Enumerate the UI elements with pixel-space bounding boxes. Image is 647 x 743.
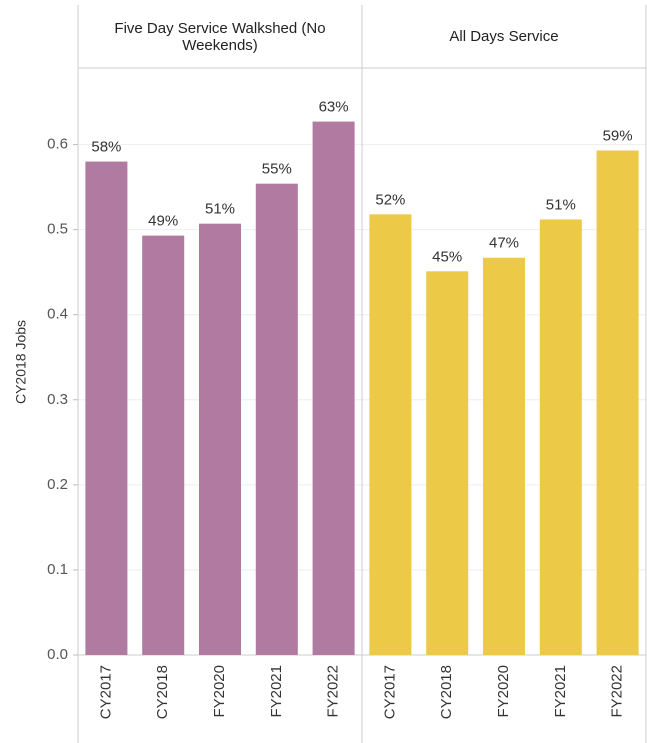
x-tick-label: CY2018 (154, 665, 171, 719)
bar (596, 150, 639, 655)
value-label: 49% (148, 213, 178, 230)
y-axis-label: CY2018 Jobs (13, 320, 29, 404)
value-label: 47% (489, 235, 519, 252)
facet-title: All Days Service (449, 28, 559, 45)
bar (198, 223, 242, 655)
y-tick-label: 0.2 (47, 476, 68, 493)
bar (142, 235, 185, 655)
bar (369, 214, 412, 655)
value-label: 51% (205, 201, 235, 218)
y-tick-label: 0.3 (47, 391, 68, 408)
x-tick-label: FY2020 (495, 665, 512, 718)
x-tick-label: CY2017 (381, 665, 398, 719)
x-tick-label: CY2018 (438, 665, 455, 719)
value-label: 58% (91, 139, 121, 156)
y-tick-label: 0.4 (47, 306, 68, 323)
facet-title: Five Day Service Walkshed (No Weekends) (114, 19, 326, 54)
y-tick-label: 0.1 (47, 561, 68, 578)
x-tick-label: CY2017 (97, 665, 114, 719)
value-label: 63% (319, 99, 349, 116)
value-label: 59% (603, 127, 633, 144)
bar (85, 161, 128, 655)
bar (482, 257, 526, 655)
value-label: 51% (546, 196, 576, 213)
x-tick-label: FY2020 (211, 665, 228, 718)
y-tick-label: 0.5 (47, 221, 68, 238)
bar (312, 121, 355, 656)
y-tick-label: 0.6 (47, 136, 68, 153)
x-tick-label: FY2022 (325, 665, 342, 718)
x-tick-label: FY2022 (609, 665, 626, 718)
x-tick-label: FY2021 (552, 665, 569, 718)
bar (255, 183, 298, 655)
value-label: 52% (375, 191, 405, 208)
x-tick-label: FY2021 (268, 665, 285, 718)
y-tick-label: 0.0 (47, 646, 68, 663)
bar (539, 219, 582, 655)
bar (426, 271, 469, 655)
value-label: 45% (432, 248, 462, 265)
value-label: 55% (262, 161, 292, 178)
